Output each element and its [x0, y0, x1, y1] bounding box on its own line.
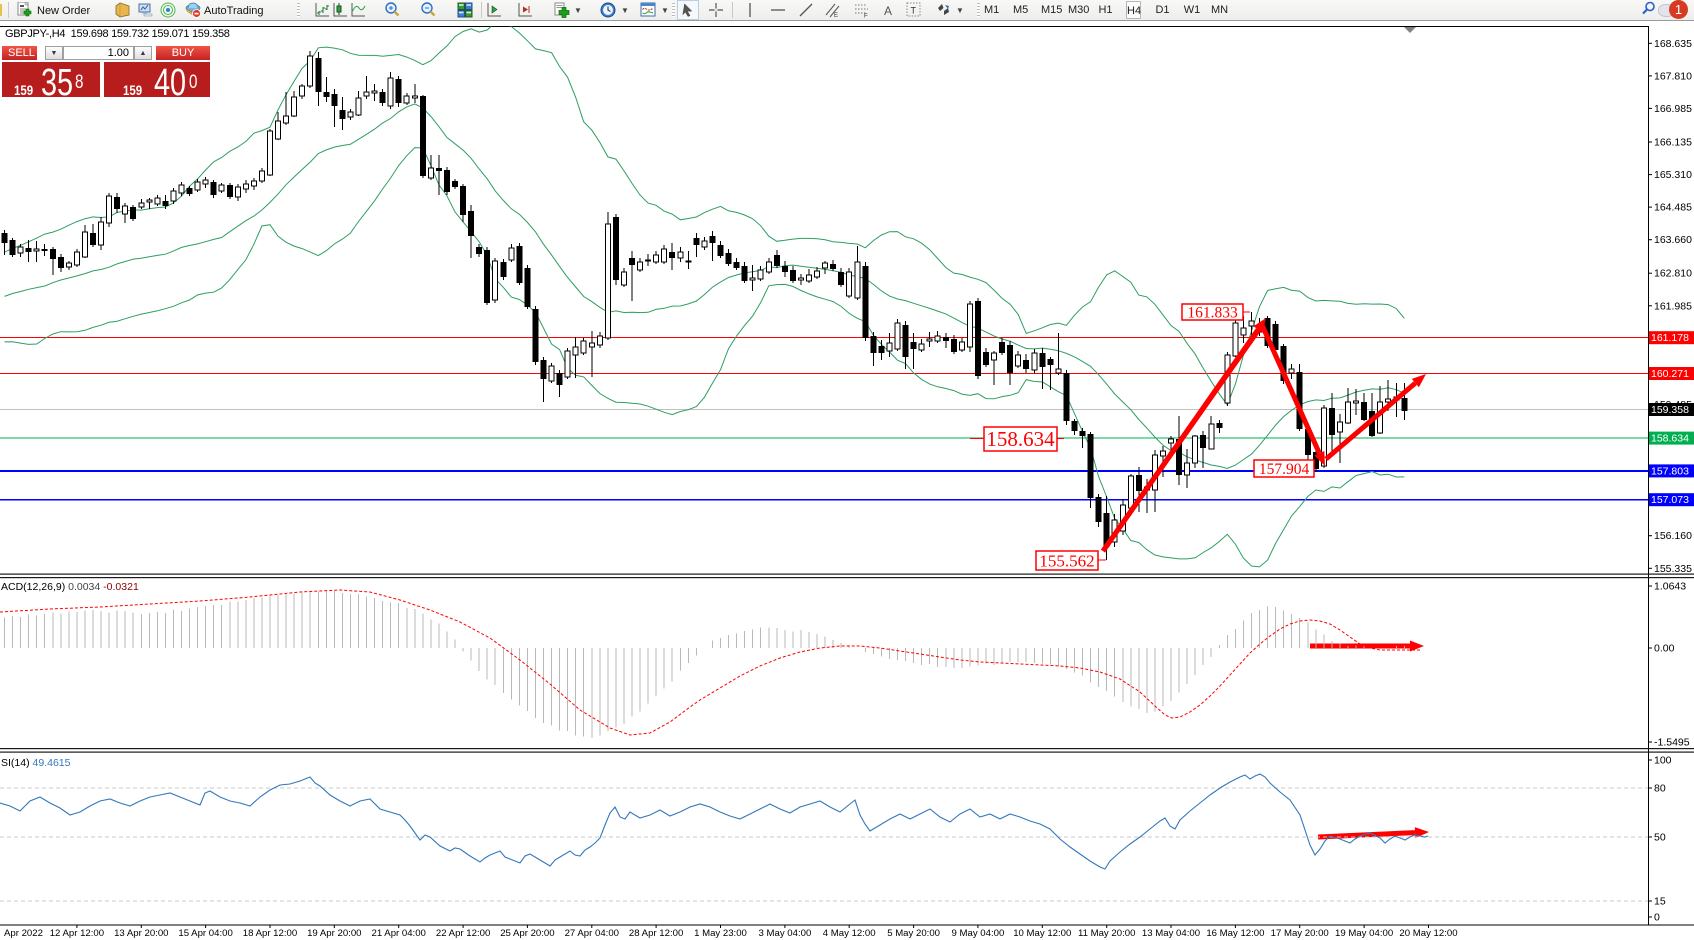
svg-text:167.810: 167.810 [1654, 70, 1692, 82]
svg-text:80: 80 [1654, 783, 1666, 795]
svg-text:GBPJPY-,H4 159.698 159.732 15: GBPJPY-,H4 159.698 159.732 159.071 159.3… [5, 28, 230, 40]
svg-text:27 Apr 04:00: 27 Apr 04:00 [565, 928, 619, 939]
svg-text:0: 0 [1654, 912, 1660, 924]
svg-text:168.635: 168.635 [1654, 38, 1692, 50]
svg-text:5 May 20:00: 5 May 20:00 [887, 928, 940, 939]
svg-text:100: 100 [1654, 755, 1672, 767]
svg-text:17 May 20:00: 17 May 20:00 [1271, 928, 1329, 939]
svg-text:155.335: 155.335 [1654, 563, 1692, 575]
svg-text:156.160: 156.160 [1654, 530, 1692, 542]
svg-text:165.310: 165.310 [1654, 169, 1692, 181]
svg-text:10 May 12:00: 10 May 12:00 [1013, 928, 1071, 939]
svg-text:13 Apr 20:00: 13 Apr 20:00 [114, 928, 168, 939]
svg-text:28 Apr 12:00: 28 Apr 12:00 [629, 928, 683, 939]
svg-text:16 May 12:00: 16 May 12:00 [1206, 928, 1264, 939]
svg-text:19 Apr 20:00: 19 Apr 20:00 [307, 928, 361, 939]
svg-text:Apr 2022: Apr 2022 [4, 928, 43, 939]
svg-text:20 May 12:00: 20 May 12:00 [1399, 928, 1457, 939]
svg-text:4 May 12:00: 4 May 12:00 [823, 928, 876, 939]
svg-text:161.985: 161.985 [1654, 300, 1692, 312]
svg-text:161.178: 161.178 [1651, 332, 1689, 344]
svg-text:F: F [864, 14, 868, 19]
svg-text:E: E [834, 13, 838, 18]
svg-text:164.485: 164.485 [1654, 202, 1692, 214]
svg-text:1 May 23:00: 1 May 23:00 [694, 928, 747, 939]
svg-text:158.634: 158.634 [1651, 433, 1689, 445]
svg-text:11 May 20:00: 11 May 20:00 [1078, 928, 1135, 939]
svg-text:161.833: 161.833 [1187, 304, 1238, 321]
svg-text:158.634: 158.634 [986, 427, 1055, 451]
svg-text:T: T [911, 6, 917, 16]
svg-text:ACD(12,26,9) 0.0034 -0.0321: ACD(12,26,9) 0.0034 -0.0321 [1, 581, 139, 593]
svg-text:159.358: 159.358 [1651, 404, 1689, 416]
svg-text:155.562: 155.562 [1039, 551, 1094, 570]
svg-text:15 Apr 04:00: 15 Apr 04:00 [178, 928, 232, 939]
svg-text:22 Apr 12:00: 22 Apr 12:00 [436, 928, 490, 939]
svg-text:163.660: 163.660 [1654, 234, 1692, 246]
svg-text:13 May 04:00: 13 May 04:00 [1142, 928, 1200, 939]
svg-text:0.00: 0.00 [1654, 643, 1675, 655]
svg-text:157.904: 157.904 [1259, 461, 1310, 478]
svg-text:166.135: 166.135 [1654, 137, 1692, 149]
svg-text:166.985: 166.985 [1654, 103, 1692, 115]
svg-text:SI(14) 49.4615: SI(14) 49.4615 [1, 757, 71, 769]
svg-text:3 May 04:00: 3 May 04:00 [758, 928, 811, 939]
svg-text:1.0643: 1.0643 [1654, 581, 1686, 593]
svg-text:160.271: 160.271 [1651, 368, 1689, 380]
svg-text:-1.5495: -1.5495 [1654, 737, 1690, 749]
svg-text:25 Apr 20:00: 25 Apr 20:00 [500, 928, 554, 939]
svg-text:15: 15 [1654, 896, 1666, 908]
svg-text:157.803: 157.803 [1651, 465, 1689, 477]
svg-text:157.073: 157.073 [1651, 494, 1689, 506]
svg-text:9 May 04:00: 9 May 04:00 [951, 928, 1004, 939]
svg-text:50: 50 [1654, 832, 1666, 844]
svg-text:18 Apr 12:00: 18 Apr 12:00 [243, 928, 297, 939]
svg-text:162.810: 162.810 [1654, 268, 1692, 280]
svg-text:12 Apr 12:00: 12 Apr 12:00 [50, 928, 104, 939]
svg-text:19 May 04:00: 19 May 04:00 [1335, 928, 1393, 939]
svg-text:21 Apr 04:00: 21 Apr 04:00 [371, 928, 425, 939]
